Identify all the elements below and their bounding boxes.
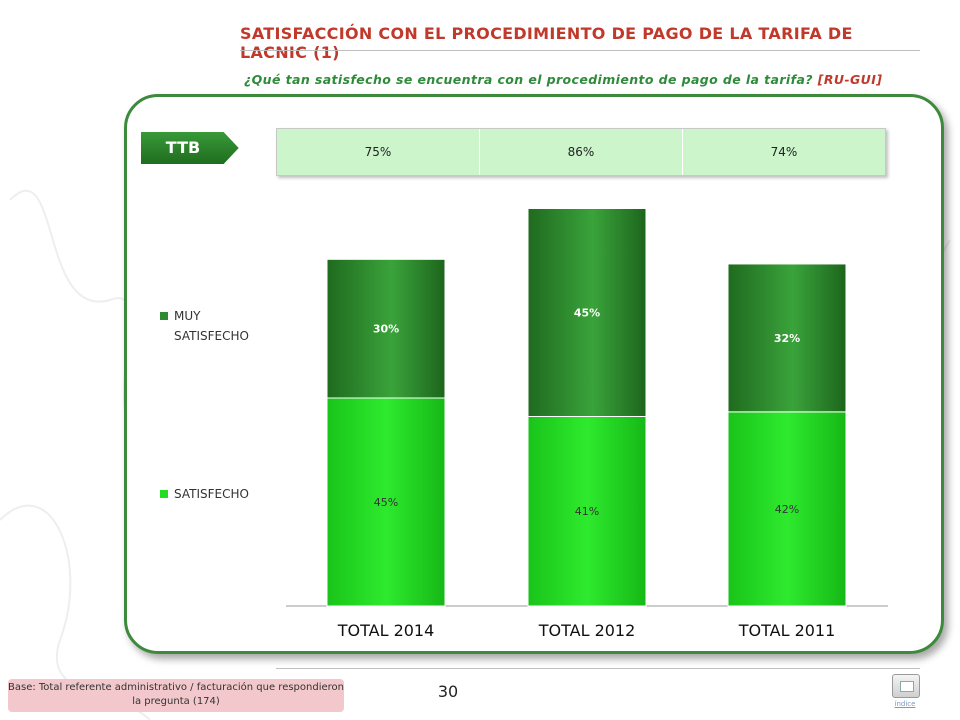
data-label-muy-satisfecho-total-2014: 30% — [373, 323, 399, 336]
page-title: SATISFACCIÓN CON EL PROCEDIMIENTO DE PAG… — [240, 24, 853, 62]
ttb-value-2014: 75% — [277, 129, 480, 175]
legend-swatch-satisfecho — [160, 490, 168, 498]
bar-muy-satisfecho-total-2012 — [527, 207, 647, 417]
title-divider — [240, 50, 920, 51]
ttb-badge-arrow — [140, 131, 240, 165]
bar-satisfecho-total-2012 — [527, 415, 647, 607]
footer-divider — [276, 668, 920, 669]
index-icon — [900, 681, 914, 692]
bar-muy-satisfecho-total-2011 — [727, 263, 847, 413]
index-link[interactable]: índice — [894, 700, 916, 708]
x-tick-label-total-2012: TOTAL 2012 — [538, 621, 636, 640]
ttb-value-2011: 74% — [770, 145, 798, 159]
legend-swatch-muy-satisfecho — [160, 312, 168, 320]
data-label-satisfecho-total-2011: 42% — [775, 503, 799, 516]
question-subtitle: ¿Qué tan satisfecho se encuentra con el … — [244, 72, 924, 87]
base-note: Base: Total referente administrativo / f… — [8, 679, 344, 712]
legend-label-muy-satisfecho: MUY SATISFECHO — [174, 309, 249, 343]
bar-satisfecho-total-2014 — [326, 397, 446, 607]
ttb-values-row: 75% 86% 74% — [276, 128, 886, 176]
data-label-muy-satisfecho-total-2011: 32% — [774, 332, 800, 345]
index-button[interactable] — [892, 674, 920, 698]
ttb-value-2012: 86% — [480, 129, 683, 175]
data-label-satisfecho-total-2012: 41% — [575, 505, 599, 518]
data-label-muy-satisfecho-total-2012: 45% — [574, 306, 600, 319]
bar-muy-satisfecho-total-2014 — [326, 258, 446, 399]
data-label-satisfecho-total-2014: 45% — [374, 496, 398, 509]
bar-satisfecho-total-2011 — [727, 411, 847, 607]
ttb-label: TTB — [165, 138, 201, 157]
legend-label-satisfecho: SATISFECHO — [174, 487, 249, 501]
x-tick-label-total-2011: TOTAL 2011 — [738, 621, 836, 640]
x-tick-label-total-2014: TOTAL 2014 — [337, 621, 435, 640]
page-number: 30 — [437, 682, 459, 701]
question-text: ¿Qué tan satisfecho se encuentra con el … — [244, 72, 813, 87]
question-tag: [RU-GUI] — [817, 72, 883, 87]
